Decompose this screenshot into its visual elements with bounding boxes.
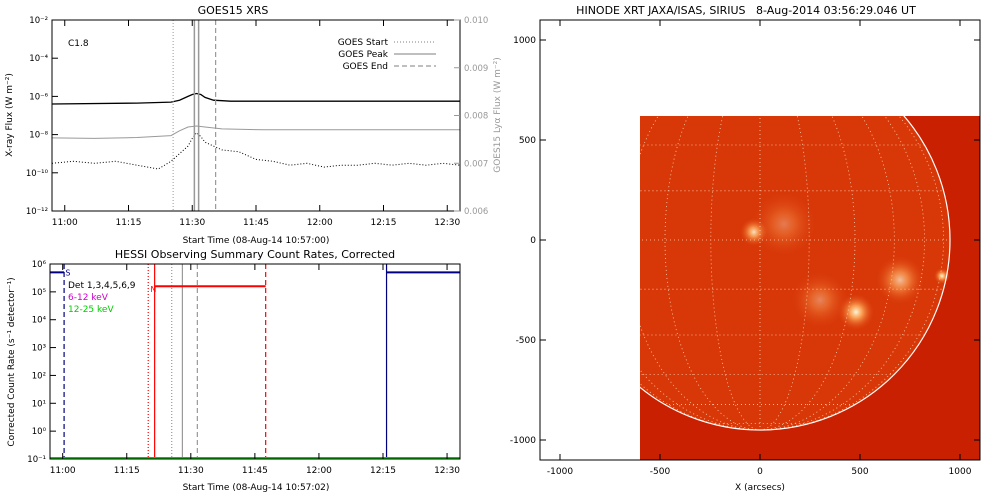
- hessi-x-tick-label: 11:45: [242, 466, 268, 476]
- goes-y-tick-label: 10⁻⁸: [29, 131, 48, 141]
- goes-y2-tick-label: 0.009: [464, 64, 488, 74]
- hessi-x-tick-label: 12:00: [306, 466, 332, 476]
- goes-y2-tick-label: 0.006: [464, 207, 488, 217]
- goes-x-tick-label: 12:00: [307, 218, 333, 228]
- goes-x-tick-label: 12:15: [371, 218, 397, 228]
- goes-legend-label: GOES Peak: [338, 50, 388, 60]
- hessi-y-tick-label: 10⁵: [32, 288, 46, 298]
- xrt-y-tick-label: -1000: [510, 436, 536, 446]
- hessi-panel: HESSI Observing Summary Count Rates, Cor…: [7, 248, 461, 493]
- xrt-grid-longitude: [759, 116, 810, 431]
- hessi-axes: 11:00 11:15 11:30 11:45 12:00 12:15 12:30 10⁻¹ 1…: [27, 260, 460, 476]
- goes-x-tick-label: 11:00: [52, 218, 78, 228]
- hessi-state-letter: N: [150, 285, 156, 294]
- hessi-legend-label: 12-25 keV: [68, 305, 114, 315]
- hessi-plot-area: SN: [50, 264, 460, 459]
- xrt-y-tick-label: 500: [519, 136, 536, 146]
- goes-y2-tick-label: 0.008: [464, 112, 488, 122]
- xrt-plot-area: [640, 116, 980, 460]
- hessi-ylabel: Corrected Count Rate (s⁻¹ detector⁻¹): [7, 277, 17, 446]
- hessi-legend: Det 1,3,4,5,6,9 6-12 keV 12-25 keV: [68, 281, 136, 315]
- hessi-y-tick-label: 10⁰: [32, 427, 47, 437]
- goes-x-tick-label: 11:45: [243, 218, 269, 228]
- hessi-y-tick-label: 10²: [32, 371, 46, 381]
- xrt-image: [640, 116, 980, 460]
- xrt-x-tick-label: -500: [650, 467, 671, 477]
- goes-y-tick-label: 10⁻⁶: [29, 92, 48, 102]
- xrt-axes: -1000 -500 0 500 1000 -1000 -500 0 500 1000: [510, 20, 980, 477]
- goes-series-long-channel-log: [51, 92, 460, 105]
- goes-y-tick-label: 10⁻²: [29, 16, 48, 26]
- hessi-x-tick-label: 12:15: [370, 466, 396, 476]
- goes-series-short-channel-log: [51, 131, 461, 170]
- goes-axes: 11:00 11:15 11:30 11:45 12:00 12:15 12:30 10⁻¹²…: [26, 16, 488, 228]
- xrt-grid-longitude: [759, 116, 895, 431]
- hessi-y-tick-label: 10⁻¹: [27, 455, 46, 465]
- goes-y2-tick-label: 0.007: [464, 159, 488, 169]
- goes-frame: [51, 19, 461, 212]
- hessi-legend-label: 6-12 keV: [68, 293, 109, 303]
- hessi-x-tick-label: 12:30: [434, 466, 460, 476]
- goes-series-lya: [51, 125, 460, 139]
- goes-x-tick-label: 11:30: [179, 218, 205, 228]
- hessi-x-tick-label: 11:30: [178, 466, 204, 476]
- xrt-xlabel: X (arcsecs): [735, 483, 785, 493]
- hessi-y-tick-label: 10³: [32, 344, 46, 354]
- xrt-bright-region: [792, 272, 848, 328]
- goes-plot-area: [51, 20, 461, 211]
- hessi-x-tick-label: 11:15: [114, 466, 140, 476]
- hessi-state-letter: S: [65, 268, 70, 277]
- hessi-y-tick-label: 10⁴: [32, 316, 47, 326]
- goes-legend: GOES Start GOES Peak GOES End: [338, 38, 436, 72]
- hessi-x-tick-label: 11:00: [50, 466, 76, 476]
- xrt-x-tick-label: 1000: [949, 467, 972, 477]
- goes-x-tick-label: 11:15: [116, 218, 142, 228]
- xrt-bright-region: [752, 192, 816, 256]
- hessi-y-tick-label: 10¹: [32, 399, 46, 409]
- xrt-solar-disk: [640, 116, 950, 430]
- xrt-title: HINODE XRT JAXA/ISAS, SIRIUS 8-Aug-2014 …: [576, 4, 916, 17]
- hessi-legend-label: Det 1,3,4,5,6,9: [68, 281, 136, 291]
- goes-x-tick-label: 12:30: [434, 218, 460, 228]
- hessi-title: HESSI Observing Summary Count Rates, Cor…: [115, 248, 395, 261]
- xrt-x-tick-label: 500: [851, 467, 868, 477]
- xrt-y-tick-label: 1000: [513, 36, 536, 46]
- xrt-solar-limb: [640, 116, 951, 431]
- xrt-panel: HINODE XRT JAXA/ISAS, SIRIUS 8-Aug-2014 …: [510, 4, 981, 493]
- hessi-xlabel: Start Time (08-Aug-14 10:57:02): [183, 483, 330, 493]
- hessi-y-tick-label: 10⁶: [32, 260, 47, 270]
- goes-y2label: GOES15 Lyα Flux (W m⁻²): [493, 57, 503, 173]
- xrt-y-tick-label: -500: [516, 336, 537, 346]
- goes-y2-tick-label: 0.010: [464, 16, 488, 26]
- goes-legend-label: GOES End: [343, 62, 388, 72]
- goes-title: GOES15 XRS: [198, 4, 269, 17]
- hessi-frame: [49, 263, 461, 460]
- xrt-bright-region: [876, 256, 924, 304]
- xrt-grid-longitude: [759, 116, 925, 431]
- goes-y-tick-label: 10⁻⁴: [29, 54, 48, 64]
- goes-annotation: C1.8: [68, 39, 89, 49]
- xrt-grid-longitude: [710, 116, 761, 431]
- xrt-y-tick-label: 0: [530, 236, 536, 246]
- goes-xlabel: Start Time (08-Aug-14 10:57:00): [183, 236, 330, 246]
- goes-y-tick-label: 10⁻¹⁰: [26, 169, 49, 179]
- xrt-grid-longitude: [640, 369, 761, 431]
- xrt-x-tick-label: -1000: [547, 467, 573, 477]
- goes-y-tick-label: 10⁻¹²: [26, 207, 48, 217]
- xrt-x-tick-label: 0: [757, 467, 763, 477]
- goes-legend-label: GOES Start: [338, 38, 389, 48]
- goes-ylabel: X-ray Flux (W m⁻²): [5, 73, 15, 157]
